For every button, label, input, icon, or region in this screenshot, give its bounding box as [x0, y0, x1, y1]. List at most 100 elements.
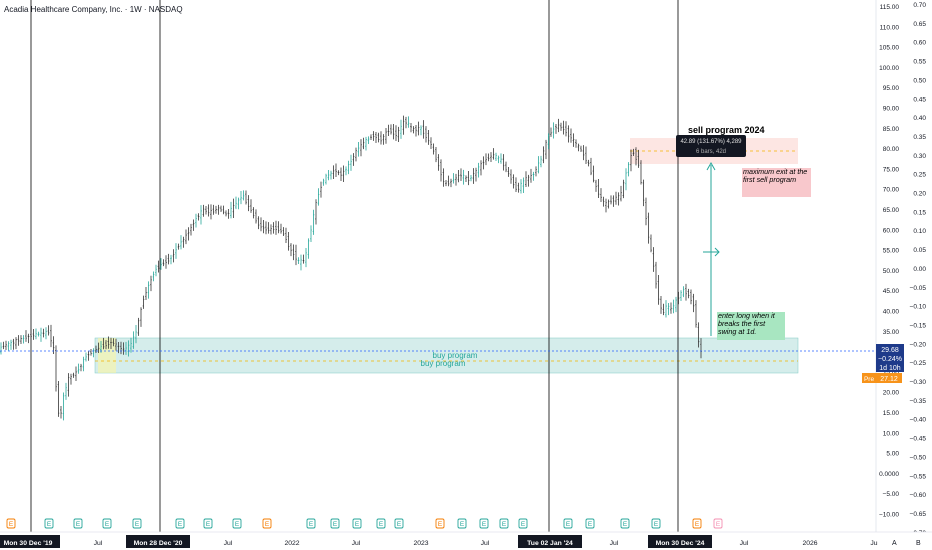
earnings-marker[interactable]: [232, 518, 242, 529]
earnings-marker[interactable]: [376, 518, 386, 529]
secondary-axis-ticks: 0.70 0.65 0.60 0.55 0.50 0.45 0.40 0.35 0.30 0.25…: [910, 2, 927, 537]
enter-long-note[interactable]: enter long when it breaks the first swin…: [717, 312, 785, 340]
earnings-marker[interactable]: [692, 518, 702, 529]
buy-zone-label-1: buy program: [433, 351, 478, 360]
earnings-marker[interactable]: [102, 518, 112, 529]
time-label: Mon 30 Dec '19: [4, 540, 53, 547]
earnings-marker[interactable]: [73, 518, 83, 529]
earnings-marker-label: E: [397, 521, 402, 528]
earnings-marker[interactable]: [262, 518, 272, 529]
earnings-marker-label: E: [309, 521, 314, 528]
earnings-marker-label: E: [623, 521, 628, 528]
price-tick-label: 75.00: [883, 166, 900, 173]
last-price-change: −0.24%: [878, 356, 902, 363]
pre-market-badge: Pre 27.12: [862, 373, 902, 383]
measure-tooltip-line2: 6 bars, 42d: [696, 149, 726, 155]
earnings-marker[interactable]: [499, 518, 509, 529]
price-axis[interactable]: [876, 0, 932, 532]
time-axis-labels: Mon 30 Dec '19 Jul Mon 28 Dec '20 Jul 2022 Ju…: [0, 535, 878, 548]
secondary-tick-label: 0.30: [913, 153, 926, 160]
earnings-marker-label: E: [654, 521, 659, 528]
axis-corner-b[interactable]: B: [916, 540, 921, 547]
time-label: Jul: [224, 540, 233, 547]
earnings-marker[interactable]: [203, 518, 213, 529]
earnings-marker-label: E: [502, 521, 507, 528]
secondary-tick-label: −0.10: [910, 304, 927, 311]
secondary-tick-label: 0.40: [913, 115, 926, 122]
secondary-tick-label: 0.25: [913, 172, 926, 179]
buy-program-highlight: [98, 338, 116, 373]
secondary-tick-label: −0.55: [910, 473, 927, 480]
time-label: Tue 02 Jan '24: [527, 540, 573, 547]
earnings-marker[interactable]: [457, 518, 467, 529]
price-tick-label: 65.00: [883, 207, 900, 214]
secondary-tick-label: −0.30: [910, 379, 927, 386]
time-label-highlight: [648, 535, 712, 548]
secondary-tick-label: −0.05: [910, 285, 927, 292]
secondary-tick-label: −0.50: [910, 454, 927, 461]
secondary-tick-label: 0.35: [913, 134, 926, 141]
earnings-marker-label: E: [438, 521, 443, 528]
earnings-marker-label: E: [206, 521, 211, 528]
secondary-tick-label: 0.55: [913, 59, 926, 66]
pre-market-price: 27.12: [880, 376, 898, 383]
secondary-tick-label: −0.40: [910, 417, 927, 424]
time-label-highlight: [126, 535, 190, 548]
secondary-tick-label: 0.70: [913, 2, 926, 9]
secondary-tick-label: −0.60: [910, 492, 927, 499]
price-tick-label: 5.00: [886, 451, 899, 458]
earnings-marker[interactable]: [479, 518, 489, 529]
time-label: Jul: [352, 540, 361, 547]
earnings-marker-label: E: [695, 521, 700, 528]
secondary-tick-label: −0.65: [910, 511, 927, 518]
price-tick-label: 100.00: [879, 65, 899, 72]
earnings-marker[interactable]: [435, 518, 445, 529]
price-tick-label: −5.00: [883, 491, 900, 498]
earnings-marker[interactable]: [352, 518, 362, 529]
earnings-marker[interactable]: [6, 518, 16, 529]
earnings-marker-label: E: [178, 521, 183, 528]
price-tick-label: 25.00: [883, 369, 900, 376]
price-tick-label: 40.00: [883, 309, 900, 316]
measure-arrow-head: [706, 161, 716, 171]
price-tick-label: 60.00: [883, 227, 900, 234]
price-tick-label: −10.00: [879, 512, 899, 519]
earnings-marker-label: E: [482, 521, 487, 528]
earnings-marker-label: E: [333, 521, 338, 528]
earnings-marker[interactable]: [132, 518, 142, 529]
earnings-marker-label: E: [265, 521, 270, 528]
time-label-highlight: [518, 535, 582, 548]
time-label: Mon 28 Dec '20: [134, 540, 183, 547]
price-tick-label: 115.00: [880, 4, 900, 11]
earnings-marker[interactable]: [585, 518, 595, 529]
plot-area[interactable]: [0, 0, 876, 532]
time-label: Jul: [481, 540, 490, 547]
earnings-marker[interactable]: [713, 518, 723, 529]
price-tick-label: 70.00: [883, 187, 900, 194]
earnings-marker[interactable]: [651, 518, 661, 529]
earnings-marker-label: E: [521, 521, 526, 528]
earnings-marker[interactable]: [518, 518, 528, 529]
axis-corner-a[interactable]: A: [892, 540, 897, 547]
price-tick-label: 20.00: [883, 390, 900, 397]
symbol-title[interactable]: Acadia Healthcare Company, Inc. · 1W · N…: [4, 5, 183, 14]
earnings-marker[interactable]: [175, 518, 185, 529]
price-axis-ticks: 115.00 110.00 105.00 100.00 95.00 90.00 85.00 8…: [879, 4, 899, 519]
earnings-marker[interactable]: [306, 518, 316, 529]
max-exit-note[interactable]: maximum exit at the first sell program: [742, 168, 811, 198]
earnings-marker-label: E: [76, 521, 81, 528]
earnings-marker[interactable]: [563, 518, 573, 529]
price-tick-label: 55.00: [883, 248, 900, 255]
earnings-marker[interactable]: [44, 518, 54, 529]
price-tick-label: 50.00: [883, 268, 900, 275]
secondary-tick-label: 0.10: [913, 228, 926, 235]
secondary-tick-label: 0.65: [913, 21, 926, 28]
measure-tooltip: 42.89 (131.67%) 4,289 6 bars, 42d: [676, 135, 746, 157]
time-label: Ju: [870, 540, 877, 547]
earnings-marker-label: E: [460, 521, 465, 528]
earnings-marker[interactable]: [330, 518, 340, 529]
earnings-marker[interactable]: [620, 518, 630, 529]
earnings-marker[interactable]: [394, 518, 404, 529]
